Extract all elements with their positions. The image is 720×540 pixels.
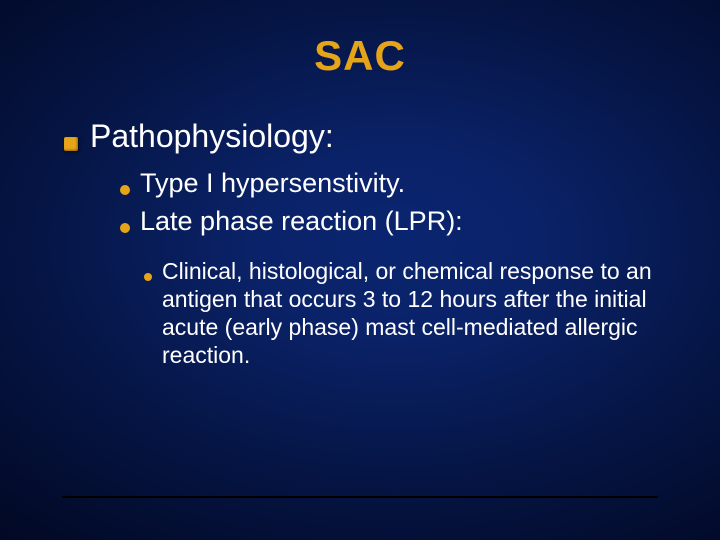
subsub-list: Clinical, histological, or chemical resp… bbox=[144, 257, 720, 369]
list-item: Clinical, histological, or chemical resp… bbox=[144, 257, 720, 369]
dot-bullet-icon bbox=[120, 223, 130, 233]
sub-list: Type I hypersenstivity. Late phase react… bbox=[120, 167, 720, 239]
slide: SAC Pathophysiology: Type I hypersenstiv… bbox=[0, 0, 720, 540]
divider-line bbox=[62, 496, 658, 498]
list-item-text: Late phase reaction (LPR): bbox=[140, 205, 463, 239]
section-row: Pathophysiology: bbox=[64, 118, 720, 155]
dot-bullet-icon bbox=[144, 273, 152, 281]
list-item-text: Clinical, histological, or chemical resp… bbox=[162, 257, 662, 369]
list-item: Type I hypersenstivity. bbox=[120, 167, 720, 201]
list-item-text: Type I hypersenstivity. bbox=[140, 167, 405, 201]
slide-title: SAC bbox=[0, 32, 720, 80]
square-bullet-icon bbox=[64, 137, 78, 151]
section-heading: Pathophysiology: bbox=[90, 118, 334, 155]
dot-bullet-icon bbox=[120, 185, 130, 195]
list-item: Late phase reaction (LPR): bbox=[120, 205, 720, 239]
